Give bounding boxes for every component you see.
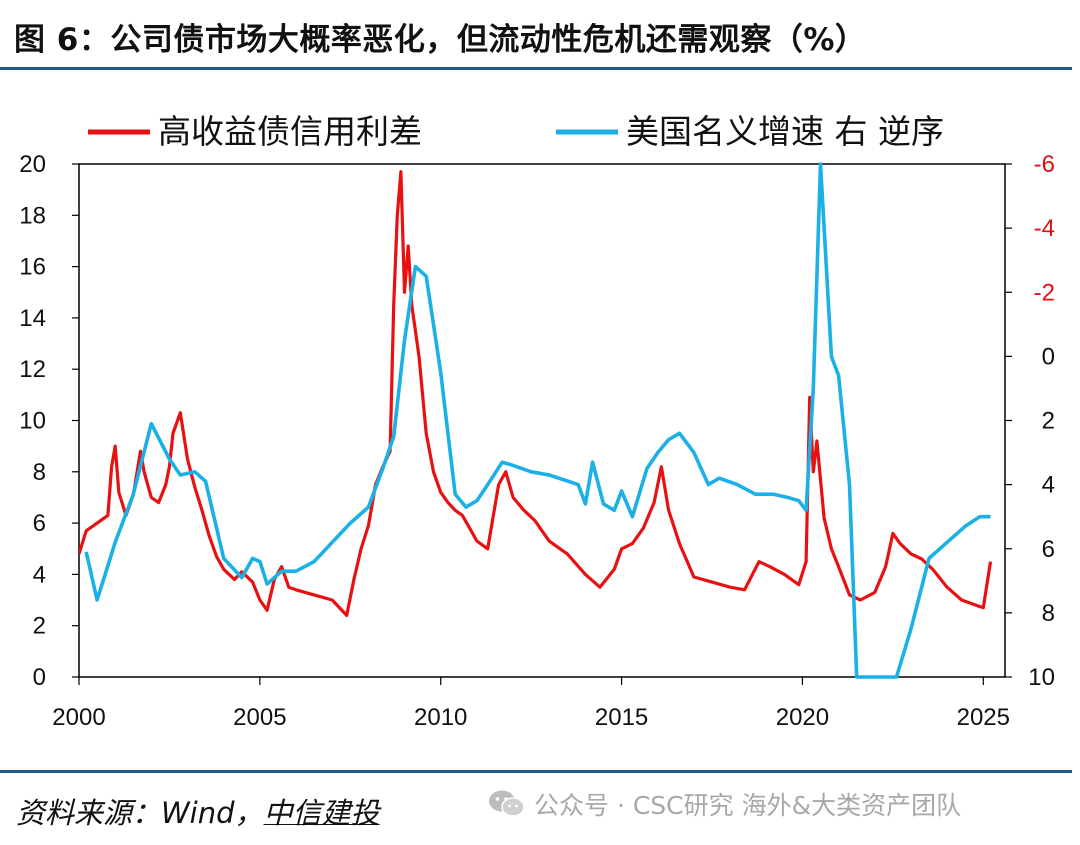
y-left-tick-label: 0 xyxy=(33,664,46,691)
footer-rule xyxy=(0,770,1072,773)
legend-label-spread: 高收益债信用利差 xyxy=(158,112,422,151)
y-left-tick-label: 14 xyxy=(19,305,46,332)
x-tick-label: 2020 xyxy=(776,704,829,731)
legend-label-growth: 美国名义增速 右 逆序 xyxy=(626,112,944,151)
chart: 高收益债信用利差 美国名义增速 右 逆序 2000 2005 2010 2015 202… xyxy=(19,112,1055,731)
plot-frame xyxy=(78,163,1006,678)
series-lines xyxy=(79,162,993,679)
y-right-tick-label: 10 xyxy=(1028,664,1055,691)
x-tick-label: 2010 xyxy=(414,704,467,731)
y-right-tick-label: 4 xyxy=(1042,472,1055,499)
chart-title: 图 6：公司债市场大概率恶化，但流动性危机还需观察（%） xyxy=(14,22,867,58)
x-tick-label: 2000 xyxy=(52,704,105,731)
y-right-tick-label: -4 xyxy=(1034,215,1055,242)
y-left-tick-label: 2 xyxy=(33,613,46,640)
y-left-tick-label: 10 xyxy=(19,408,46,435)
watermark: 公众号 · CSC研究 海外&大类资产团队 xyxy=(488,786,961,822)
title-rule xyxy=(0,67,1072,70)
wechat-icon xyxy=(489,790,525,817)
source-note: 资料来源：Wind，中信建投 xyxy=(16,790,380,832)
y-right-tick-label: 8 xyxy=(1042,600,1055,627)
series-line-spread xyxy=(79,170,993,617)
y-right-tick-label: 2 xyxy=(1042,408,1055,435)
y-left-tick-label: 20 xyxy=(19,151,46,178)
watermark-text: 公众号 · CSC研究 海外&大类资产团队 xyxy=(534,791,962,820)
y-left-tick-label: 4 xyxy=(33,561,46,588)
y-left-tick-label: 18 xyxy=(19,202,46,229)
source-prefix: 资料来源：Wind， xyxy=(16,796,264,830)
legend: 高收益债信用利差 美国名义增速 右 逆序 xyxy=(88,112,944,151)
series-line-growth xyxy=(84,162,991,679)
x-axis: 2000 2005 2010 2015 2020 2025 xyxy=(52,677,1010,731)
y-right-tick-label: 0 xyxy=(1042,343,1055,370)
y-axis-right: 10 8 6 4 2 0 -2 -4 -6 xyxy=(1005,151,1055,691)
y-left-tick-label: 8 xyxy=(33,459,46,486)
x-tick-label: 2015 xyxy=(595,704,648,731)
y-left-tick-label: 6 xyxy=(33,510,46,537)
y-left-tick-label: 16 xyxy=(19,254,46,281)
x-tick-label: 2025 xyxy=(957,704,1010,731)
y-axis-left: 0 2 4 6 8 10 12 14 16 18 20 xyxy=(19,151,79,691)
y-left-tick-label: 12 xyxy=(19,356,46,383)
y-right-tick-label: 6 xyxy=(1042,536,1055,563)
y-right-tick-label: -6 xyxy=(1034,151,1055,178)
source-brand: 中信建投 xyxy=(263,796,380,830)
x-tick-label: 2005 xyxy=(233,704,286,731)
y-right-tick-label: -2 xyxy=(1034,279,1055,306)
